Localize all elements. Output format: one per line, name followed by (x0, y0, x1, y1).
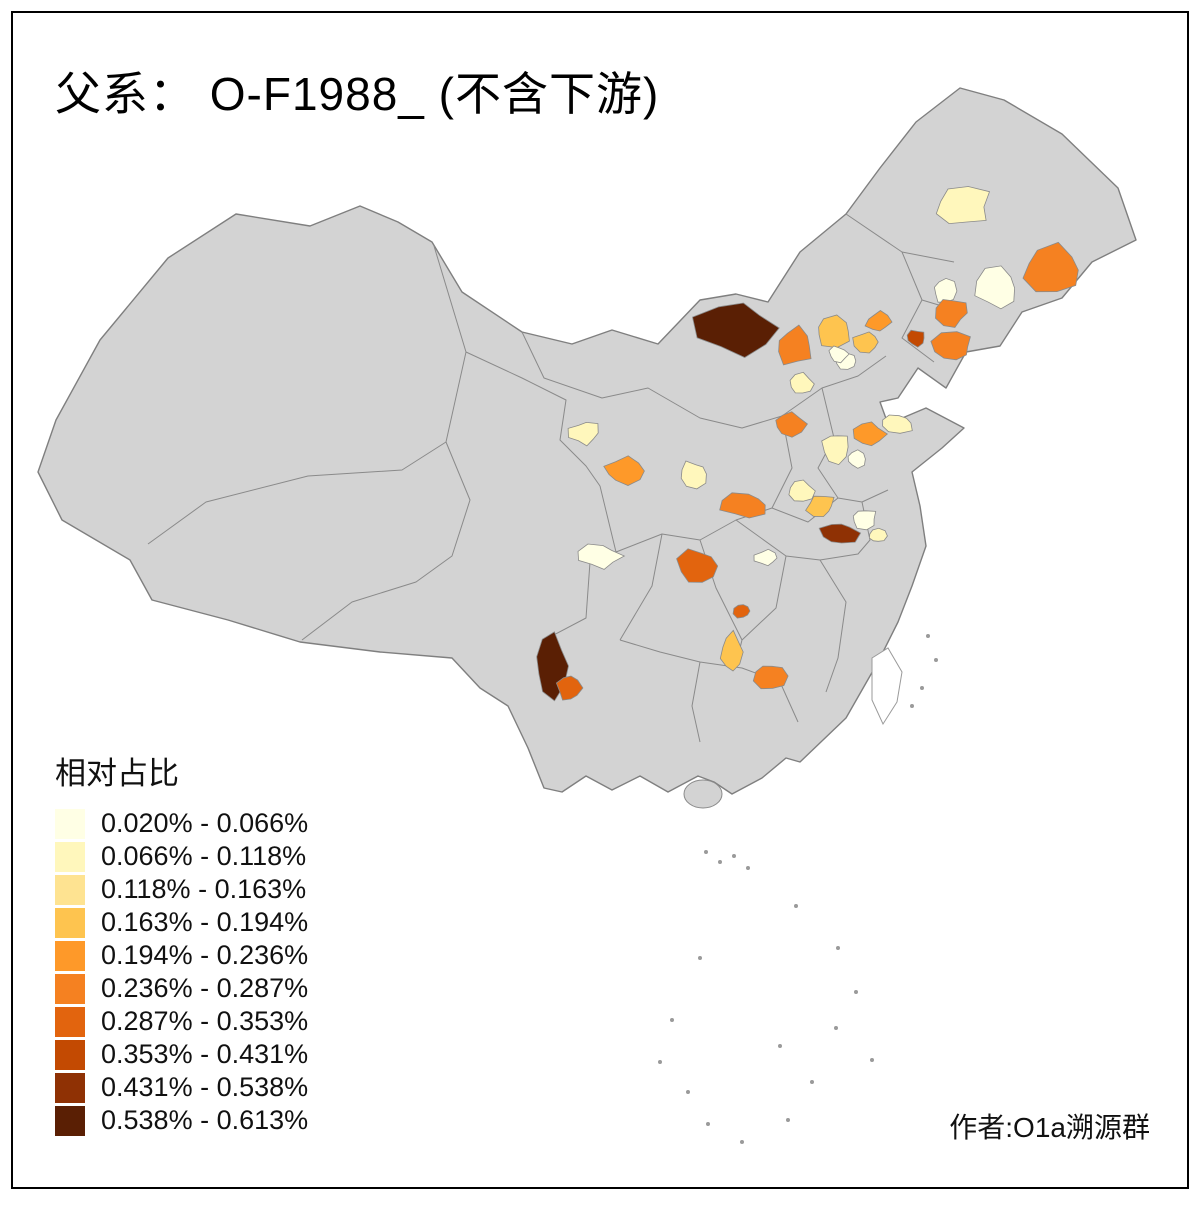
legend-swatch (55, 907, 85, 938)
map-region (775, 411, 808, 438)
legend-label: 0.066% - 0.118% (101, 841, 307, 871)
map-region (974, 265, 1016, 310)
map-region (935, 186, 991, 225)
legend-swatch (55, 1072, 85, 1103)
map-region (789, 371, 815, 394)
map-region (603, 455, 645, 486)
legend-item: 0.020% - 0.066% (55, 807, 308, 840)
author-credit: 作者:O1a溯源群 (949, 1112, 1150, 1143)
legend-swatch (55, 1105, 85, 1136)
map-region (567, 421, 599, 447)
legend-item: 0.066% - 0.118% (55, 840, 308, 873)
map-region (752, 665, 789, 690)
map-region (868, 527, 888, 542)
map-region (1022, 241, 1079, 293)
legend-swatch (55, 1039, 85, 1070)
legend-label: 0.163% - 0.194% (101, 907, 309, 937)
legend-label: 0.236% - 0.287% (101, 973, 309, 1003)
legend-swatch (55, 841, 85, 872)
map-region (692, 302, 780, 358)
map-region (864, 310, 893, 332)
map-region (930, 331, 971, 361)
sea-islands (658, 634, 938, 1144)
map-region (778, 324, 812, 366)
map-region (847, 449, 866, 469)
map-region (788, 479, 816, 502)
legend-item: 0.236% - 0.287% (55, 972, 308, 1005)
legend-swatch (55, 874, 85, 905)
legend-item: 0.118% - 0.163% (55, 873, 308, 906)
map-region (906, 329, 925, 348)
legend-label: 0.538% - 0.613% (101, 1105, 309, 1135)
legend-label: 0.431% - 0.538% (101, 1072, 309, 1102)
legend-label: 0.287% - 0.353% (101, 1006, 309, 1036)
legend-item: 0.538% - 0.613% (55, 1104, 308, 1137)
legend-label: 0.118% - 0.163% (101, 874, 307, 904)
map-region (852, 510, 877, 531)
map-region (818, 314, 850, 349)
legend-title: 相对占比 (55, 756, 179, 791)
province-borders (147, 213, 963, 743)
map-region (818, 523, 862, 544)
map-region (821, 435, 849, 466)
map-region (676, 548, 719, 583)
legend-swatch (55, 940, 85, 971)
map-region (852, 331, 879, 354)
legend-item: 0.163% - 0.194% (55, 906, 308, 939)
map-region (732, 604, 751, 619)
map-region (805, 495, 835, 518)
taiwan-island (871, 647, 903, 726)
legend-swatch (55, 973, 85, 1004)
legend-item: 0.287% - 0.353% (55, 1005, 308, 1038)
legend-item: 0.194% - 0.236% (55, 939, 308, 972)
legend-swatch (55, 1006, 85, 1037)
legend-swatch (55, 808, 85, 839)
map-region (935, 299, 968, 328)
map-region (555, 675, 584, 701)
hainan-island (683, 779, 723, 809)
map-region (719, 629, 744, 672)
legend-item: 0.431% - 0.538% (55, 1071, 308, 1104)
map-region (680, 460, 707, 490)
legend: 相对占比 0.020% - 0.066% 0.066% - 0.118% 0.118… (55, 748, 308, 1137)
map-region (577, 543, 626, 570)
colored-regions (536, 186, 1079, 702)
map-region (882, 414, 913, 434)
map-region (719, 492, 766, 519)
page-title: 父系： O-F1988_ (不含下游) (55, 68, 660, 120)
map-region (852, 421, 889, 447)
legend-item: 0.353% - 0.431% (55, 1038, 308, 1071)
legend-label: 0.020% - 0.066% (101, 808, 309, 838)
legend-label: 0.194% - 0.236% (101, 940, 309, 970)
map-region (828, 345, 850, 364)
legend-label: 0.353% - 0.431% (101, 1039, 309, 1069)
map-region (753, 548, 778, 567)
legend-items: 0.020% - 0.066% 0.066% - 0.118% 0.118% - 0… (55, 807, 308, 1137)
